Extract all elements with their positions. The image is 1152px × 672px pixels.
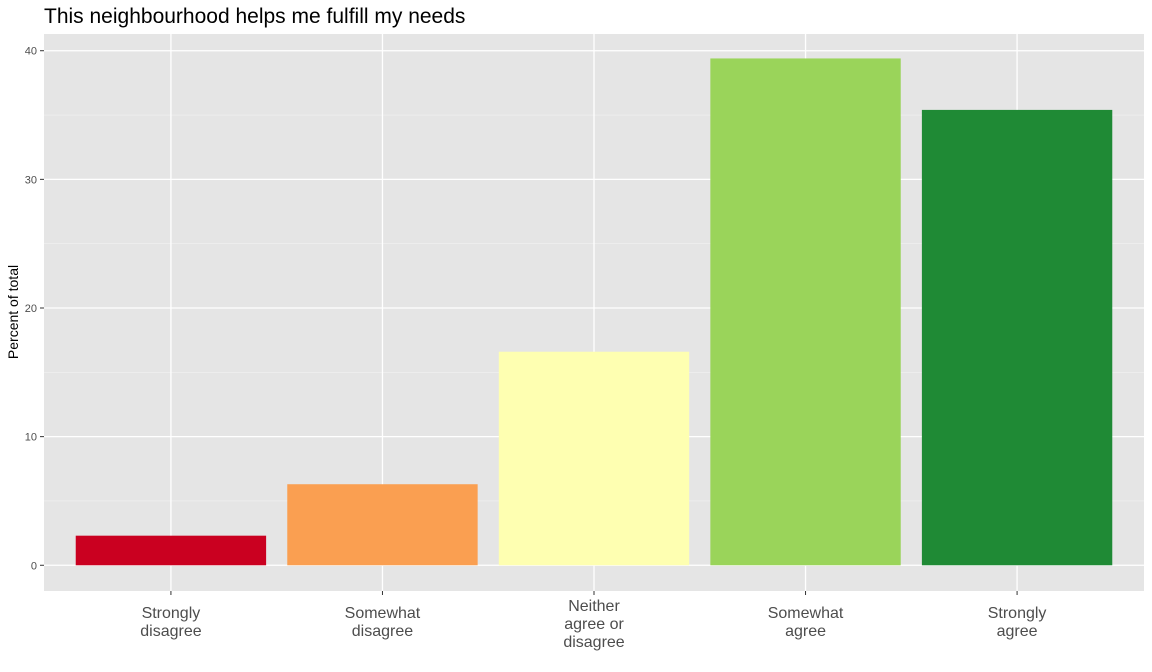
- x-tick-label-line: agree: [997, 623, 1038, 640]
- x-tick-label-line: Neither: [568, 598, 620, 615]
- x-tick-label: Neither agree or disagree: [563, 598, 624, 651]
- x-tick-label-line: agree: [785, 623, 826, 640]
- x-tick-label: Strongly agree: [988, 605, 1047, 640]
- y-tick-label: 20: [25, 303, 37, 315]
- x-tick-label-line: Strongly: [988, 605, 1047, 622]
- x-tick-label-line: Strongly: [142, 605, 201, 622]
- bar: [75, 535, 267, 566]
- x-tick-label-line: disagree: [563, 634, 624, 651]
- y-tick-label: 10: [25, 432, 37, 444]
- y-axis-label: Percent of total: [5, 265, 21, 359]
- x-tick-label-line: disagree: [352, 623, 413, 640]
- x-tick-label: Somewhat agree: [768, 605, 844, 640]
- y-axis: 0 10 20 30 40: [25, 46, 44, 572]
- x-tick-label-line: Somewhat: [768, 605, 844, 622]
- x-tick-label: Somewhat disagree: [345, 605, 421, 640]
- bar: [921, 109, 1113, 566]
- bars: [75, 58, 1113, 566]
- bar: [287, 484, 478, 566]
- y-tick-label: 30: [25, 174, 37, 186]
- y-tick-label: 40: [25, 46, 37, 58]
- x-tick-label-line: Somewhat: [345, 605, 421, 622]
- x-tick-label: Strongly disagree: [140, 605, 201, 640]
- bar: [710, 58, 901, 566]
- bar: [498, 351, 690, 566]
- x-tick-label-line: disagree: [140, 623, 201, 640]
- y-tick-label: 0: [31, 560, 37, 572]
- x-tick-label-line: agree or: [564, 616, 624, 633]
- chart-title: This neighbourhood helps me fulfill my n…: [44, 5, 465, 28]
